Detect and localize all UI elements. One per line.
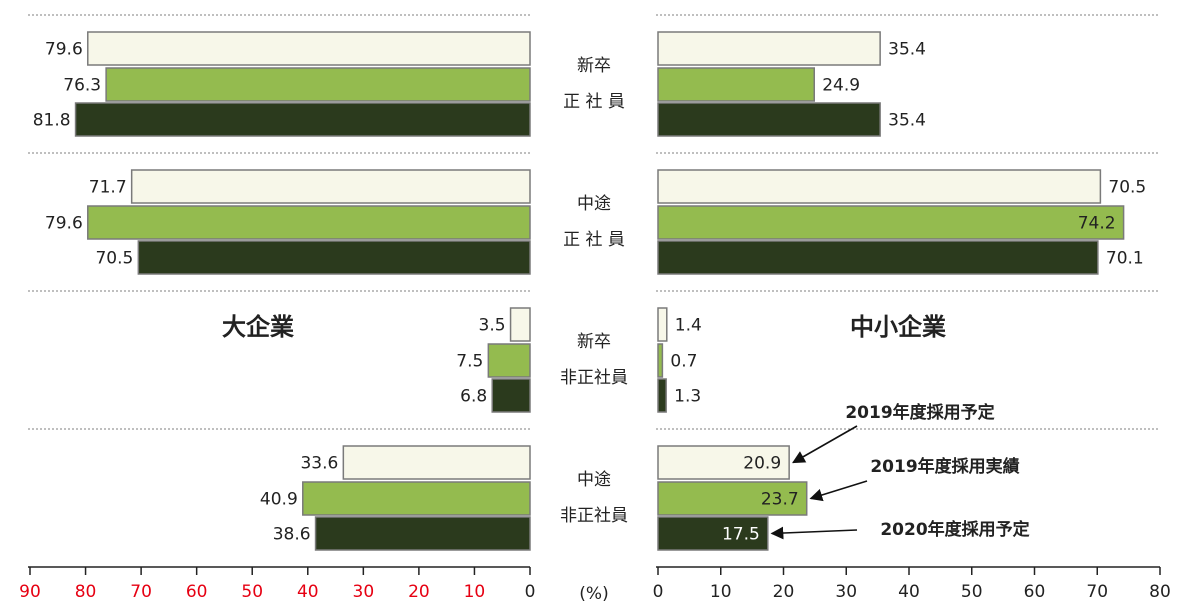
x-tick-label: 80 (75, 582, 97, 602)
legend-arrow (770, 526, 858, 540)
bar (657, 307, 668, 342)
category-label: 中途 (577, 470, 611, 490)
value-label: 40.9 (260, 490, 298, 510)
value-label: 70.5 (1108, 178, 1146, 198)
bar (657, 31, 881, 66)
category-label: 正 社 員 (563, 230, 625, 250)
bar (657, 481, 808, 516)
bar (509, 307, 531, 342)
value-label: 33.6 (300, 454, 338, 474)
bar (657, 205, 1125, 240)
value-label: 0.7 (670, 352, 697, 372)
x-tick-label: 40 (898, 582, 920, 602)
bar (657, 169, 1102, 204)
category-label: 非正社員 (560, 506, 628, 526)
bar (342, 445, 531, 480)
x-tick-label: 80 (1149, 582, 1171, 602)
value-label: 6.8 (460, 387, 487, 407)
value-label: 7.5 (456, 352, 483, 372)
value-label: 38.6 (273, 525, 311, 545)
bar (657, 378, 667, 413)
value-label: 24.9 (822, 76, 860, 96)
x-tick-label: 50 (961, 582, 983, 602)
bar (657, 516, 769, 551)
bar (137, 240, 531, 275)
bar (314, 516, 531, 551)
value-label: 70.5 (95, 249, 133, 269)
value-label: 1.4 (675, 316, 702, 336)
bar (657, 343, 664, 378)
x-tick-label: 60 (1024, 582, 1046, 602)
value-label: 70.1 (1106, 249, 1144, 269)
value-label: 74.2 (1078, 214, 1116, 234)
x-tick-label: 20 (408, 582, 430, 602)
bar (491, 378, 531, 413)
bar (105, 67, 531, 102)
value-label: 71.7 (89, 178, 127, 198)
x-tick-label: 20 (773, 582, 795, 602)
x-tick-label: 10 (464, 582, 486, 602)
x-tick-label: 0 (525, 582, 536, 602)
legend-arrow (809, 480, 868, 502)
legend-arrow (792, 425, 858, 464)
value-label: 35.4 (888, 40, 926, 60)
value-label: 79.6 (45, 214, 83, 234)
value-label: 79.6 (45, 40, 83, 60)
bar (87, 205, 531, 240)
legend-label: 2019年度採用実績 (870, 456, 1019, 477)
bar (657, 67, 815, 102)
bar (657, 445, 790, 480)
x-axis-unit: (%) (579, 584, 608, 604)
x-tick-label: 70 (130, 582, 152, 602)
value-label: 23.7 (761, 490, 799, 510)
category-label: 中途 (577, 194, 611, 214)
value-label: 3.5 (479, 316, 506, 336)
legend-label: 2020年度採用予定 (880, 519, 1029, 540)
x-tick-label: 60 (186, 582, 208, 602)
x-tick-label: 50 (241, 582, 263, 602)
bar (657, 240, 1099, 275)
bar (657, 102, 881, 137)
value-label: 1.3 (674, 387, 701, 407)
value-label: 17.5 (722, 525, 760, 545)
value-label: 20.9 (743, 454, 781, 474)
x-tick-label: 70 (1086, 582, 1108, 602)
category-label: 新卒 (577, 332, 611, 352)
bar (74, 102, 531, 137)
category-label: 新卒 (577, 56, 611, 76)
bar (487, 343, 531, 378)
value-label: 81.8 (33, 111, 71, 131)
x-tick-label: 90 (19, 582, 41, 602)
bar (87, 31, 531, 66)
category-label: 非正社員 (560, 368, 628, 388)
x-tick-label: 30 (835, 582, 857, 602)
bar (130, 169, 531, 204)
x-tick-label: 40 (297, 582, 319, 602)
value-label: 76.3 (63, 76, 101, 96)
x-tick-label: 0 (653, 582, 664, 602)
panel-title: 大企業 (222, 313, 294, 341)
legend-label: 2019年度採用予定 (845, 402, 994, 423)
value-label: 35.4 (888, 111, 926, 131)
x-tick-label: 10 (710, 582, 732, 602)
bar (302, 481, 531, 516)
x-tick-label: 30 (353, 582, 375, 602)
panel-title: 中小企業 (850, 313, 946, 341)
category-label: 正 社 員 (563, 92, 625, 112)
